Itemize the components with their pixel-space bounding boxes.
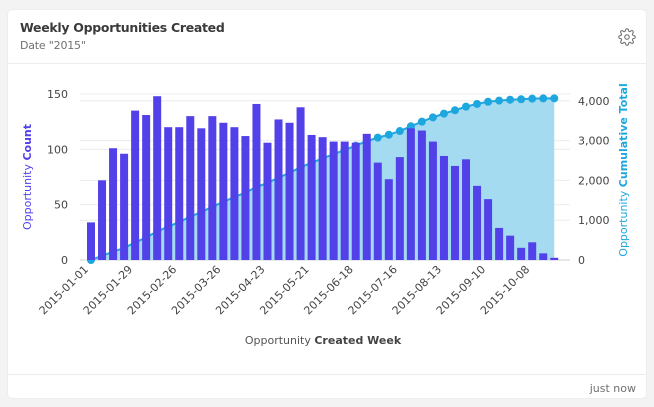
bar xyxy=(263,142,272,260)
bar xyxy=(495,227,504,260)
bar xyxy=(439,155,448,260)
bar xyxy=(373,162,382,260)
bar xyxy=(219,122,228,260)
bar xyxy=(120,153,129,260)
y-right-tick-label: 2,000 xyxy=(578,174,610,187)
bar xyxy=(87,222,95,260)
bar xyxy=(274,119,283,260)
footer-divider xyxy=(8,374,646,375)
bar xyxy=(208,116,217,260)
header-divider xyxy=(8,63,646,64)
bar xyxy=(550,257,559,260)
bar xyxy=(164,127,173,260)
y-axis-left-label: Opportunity Count xyxy=(21,124,34,230)
bar xyxy=(131,110,140,260)
card-title: Weekly Opportunities Created xyxy=(20,20,225,35)
cumulative-point xyxy=(439,109,448,118)
bar xyxy=(384,179,393,260)
cumulative-point xyxy=(384,130,393,139)
bar xyxy=(406,128,415,260)
y-left-tick-label: 100 xyxy=(47,143,68,156)
cumulative-point xyxy=(473,99,482,108)
cumulative-point xyxy=(484,97,493,106)
bar xyxy=(241,136,250,260)
bar xyxy=(484,199,493,260)
bar xyxy=(417,130,426,260)
bar xyxy=(318,137,327,260)
cumulative-point xyxy=(428,113,437,122)
cumulative-point xyxy=(406,122,415,131)
bar xyxy=(153,96,162,260)
bar xyxy=(197,128,206,260)
cumulative-point xyxy=(528,94,537,103)
bar xyxy=(351,142,360,260)
bar xyxy=(450,165,459,260)
cumulative-point xyxy=(373,133,382,142)
cumulative-point xyxy=(462,102,471,111)
y-right-tick-label: 3,000 xyxy=(578,135,610,148)
bar xyxy=(252,103,261,261)
y-axis-right-label: Opportunity Cumulative Total xyxy=(617,83,630,256)
y-right-tick-label: 1,000 xyxy=(578,214,610,227)
bar xyxy=(539,253,548,260)
bar xyxy=(473,185,482,260)
bar xyxy=(528,242,537,260)
bar xyxy=(506,235,515,260)
bar xyxy=(362,133,371,260)
y-left-tick-label: 0 xyxy=(61,254,68,267)
bar xyxy=(175,127,184,260)
bar xyxy=(329,141,338,260)
y-left-tick-label: 150 xyxy=(47,88,68,101)
bar xyxy=(296,107,305,260)
cumulative-point xyxy=(450,106,459,115)
cumulative-point xyxy=(417,117,426,126)
bar xyxy=(186,116,195,260)
cumulative-point xyxy=(395,127,404,136)
cumulative-point xyxy=(495,96,504,105)
cumulative-point xyxy=(506,95,515,104)
bar xyxy=(142,115,151,260)
cumulative-point xyxy=(517,95,526,104)
bar xyxy=(462,159,471,260)
y-right-tick-label: 4,000 xyxy=(578,95,610,108)
bar xyxy=(517,247,526,260)
bar xyxy=(428,141,437,260)
gear-icon[interactable] xyxy=(618,28,636,46)
bar xyxy=(340,141,349,260)
x-axis-label: Opportunity Created Week xyxy=(245,334,402,347)
cumulative-point xyxy=(539,94,548,103)
y-left-tick-label: 50 xyxy=(54,199,68,212)
last-updated: just now xyxy=(589,382,636,395)
bar xyxy=(307,134,316,260)
bar xyxy=(98,180,107,260)
card-subtitle: Date "2015" xyxy=(20,39,86,52)
bar xyxy=(230,127,239,260)
cumulative-point xyxy=(550,94,559,103)
bar xyxy=(109,148,118,260)
y-right-tick-label: 0 xyxy=(578,254,585,267)
bar xyxy=(285,122,294,260)
bar xyxy=(395,157,404,260)
